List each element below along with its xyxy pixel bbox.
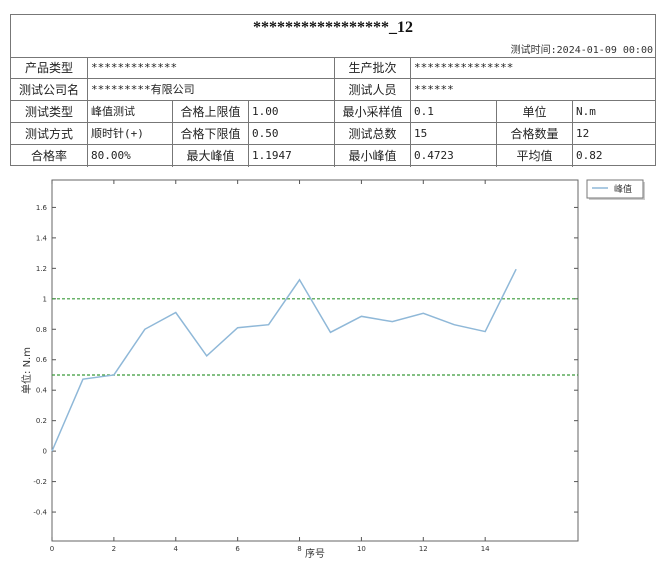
y-tick-label: 1.6 <box>36 204 48 212</box>
field-label: 合格下限值 <box>173 123 249 145</box>
y-axis-label: 单位: N.m <box>20 347 33 394</box>
field-label: 最大峰值 <box>173 145 249 167</box>
y-tick-label: 0.4 <box>36 387 48 395</box>
field-label: 合格上限值 <box>173 101 249 123</box>
field-value: N.m <box>573 101 656 123</box>
field-value: 0.1 <box>411 101 497 123</box>
field-value: ************* <box>88 57 335 79</box>
field-label: 合格数量 <box>497 123 573 145</box>
x-axis-label: 序号 <box>305 547 325 560</box>
field-label: 测试方式 <box>11 123 88 145</box>
field-value: 15 <box>411 123 497 145</box>
y-tick-label: 1.2 <box>36 265 47 273</box>
y-tick-label: -0.2 <box>33 478 47 486</box>
field-label: 测试总数 <box>335 123 411 145</box>
report-title: *****************_12 <box>253 19 413 36</box>
x-tick-label: 12 <box>419 545 428 553</box>
y-tick-label: 1.4 <box>36 234 48 242</box>
field-value: 80.00% <box>88 145 173 167</box>
field-value: 12 <box>573 123 656 145</box>
field-value: *********有限公司 <box>88 79 335 101</box>
field-label: 生产批次 <box>335 57 411 79</box>
x-tick-label: 8 <box>297 545 301 553</box>
title-row: *****************_12 测试时间:2024-01-09 00:… <box>11 15 655 58</box>
x-tick-label: 14 <box>481 545 490 553</box>
field-label: 合格率 <box>11 145 88 167</box>
y-tick-label: 0.6 <box>36 356 48 364</box>
field-label: 最小采样值 <box>335 101 411 123</box>
field-value: 顺时针(+) <box>88 123 173 145</box>
series-line <box>51 268 517 452</box>
field-label: 平均值 <box>497 145 573 167</box>
report-table: *****************_12 测试时间:2024-01-09 00:… <box>10 14 656 167</box>
y-tick-label: 0.2 <box>36 417 47 425</box>
y-tick-label: 0 <box>43 448 47 456</box>
field-value: 0.82 <box>576 149 603 162</box>
legend <box>586 179 644 199</box>
x-tick-label: 10 <box>357 545 366 553</box>
y-tick-label: -0.4 <box>33 509 47 517</box>
test-time: 测试时间:2024-01-09 00:00 <box>510 45 653 56</box>
y-tick-label: 0.8 <box>36 326 47 334</box>
x-tick-label: 0 <box>50 545 54 553</box>
field-label: 单位 <box>497 101 573 123</box>
x-tick-label: 6 <box>235 545 240 553</box>
field-label: 测试类型 <box>11 101 88 123</box>
field-label: 最小峰值 <box>335 145 411 167</box>
field-value: *************** <box>411 57 656 79</box>
field-value: 0.4723 <box>411 145 497 167</box>
field-value: 0.50 <box>249 123 335 145</box>
field-value: ****** <box>411 79 656 101</box>
plot-frame <box>51 179 579 542</box>
field-value: 1.00 <box>249 101 335 123</box>
field-value: 峰值测试 <box>88 101 173 123</box>
field-value: 1.1947 <box>249 145 335 167</box>
field-label: 测试公司名 <box>11 79 88 101</box>
y-tick-label: 1 <box>43 295 47 303</box>
legend-label: 峰值 <box>614 183 632 195</box>
x-tick-label: 4 <box>174 545 179 553</box>
x-tick-label: 2 <box>112 545 116 553</box>
field-label: 产品类型 <box>11 57 88 79</box>
field-label: 测试人员 <box>335 79 411 101</box>
